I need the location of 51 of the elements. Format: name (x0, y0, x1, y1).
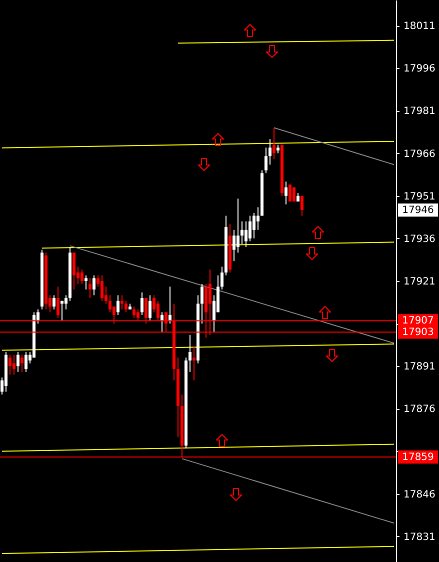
candlestick (264, 147, 268, 174)
y-tick-label: 17921 (404, 276, 436, 288)
y-tick-label: 18011 (404, 21, 436, 32)
candlestick (232, 229, 236, 262)
candlestick (92, 274, 96, 296)
candlestick (272, 127, 276, 160)
candlestick (220, 266, 224, 290)
candlestick (116, 294, 120, 316)
candlestick (124, 300, 128, 313)
candlestick (8, 354, 12, 376)
candlestick (108, 294, 112, 313)
candlestick (72, 252, 76, 290)
candlestick (56, 286, 60, 318)
y-tick-label: 17891 (404, 362, 436, 373)
candlestick (256, 206, 260, 230)
candlestick (248, 215, 252, 242)
candlestick (244, 220, 248, 248)
candlestick (268, 138, 272, 166)
candlestick (284, 181, 288, 205)
annotation: 17946 (402, 205, 434, 216)
candlestick (300, 195, 304, 216)
candlestick (200, 283, 204, 324)
y-tick-label: 17876 (404, 404, 436, 416)
candlestick (20, 354, 24, 372)
candlestick (240, 220, 244, 245)
candlestick (148, 294, 152, 322)
y-tick-label: 17936 (404, 234, 436, 245)
candlestick (80, 269, 84, 284)
y-tick-label: 17981 (404, 106, 436, 118)
y-tick-label: 17966 (404, 148, 436, 160)
y-tick-label: 17831 (404, 532, 436, 543)
candlestick (132, 306, 136, 318)
candlestick (188, 334, 192, 372)
ref-line-label: 17903 (402, 327, 434, 338)
candlestick (192, 346, 196, 381)
candlestick (12, 354, 16, 376)
candlestick (236, 198, 240, 254)
y-tick-label: 17846 (404, 489, 436, 500)
candlestick (100, 274, 104, 302)
candlestick (88, 278, 92, 299)
y-tick-label: 17951 (404, 191, 436, 202)
candlestick (24, 351, 28, 372)
candlestick (252, 212, 256, 239)
ref-line-label: 17907 (402, 316, 434, 327)
candlestick (16, 351, 20, 372)
candlestick (64, 294, 68, 310)
y-tick-label: 17996 (404, 64, 436, 75)
candlestick (52, 294, 56, 310)
ref-line-label: 17859 (402, 452, 434, 463)
candlestick (140, 292, 144, 316)
candlestick (84, 274, 88, 290)
